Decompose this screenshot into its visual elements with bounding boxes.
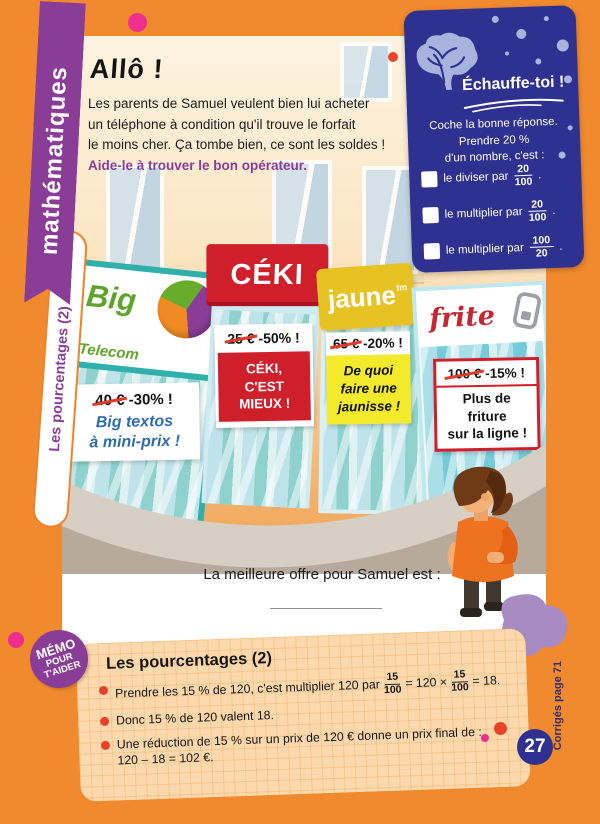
phone-icon (512, 292, 541, 330)
bullet-icon (99, 716, 110, 727)
brain-icon (416, 32, 478, 90)
bullet-icon (100, 740, 111, 750)
frite-sign: frite (415, 284, 545, 348)
lesson-label: Les pourcentages (2) (46, 305, 74, 453)
fraction: 20 100 (528, 198, 547, 225)
option-label: le multiplier par (444, 205, 523, 221)
storefronts: Big Telecom 40 € -30% ! Big textos à min… (62, 36, 546, 656)
memo-bullet: Une réduction de 15 % sur un prix de 120… (100, 722, 520, 770)
slogan: CÉKI, C'EST MIEUX ! (217, 351, 311, 422)
answers-reference: Corrigés page 71 (552, 661, 564, 751)
red-dot (494, 722, 507, 735)
page-number: 27 (517, 729, 553, 765)
answer-blank[interactable] (270, 608, 382, 609)
memo-panel: Les pourcentages (2) Prendre les 15 % de… (75, 628, 531, 802)
fraction: 15 100 (383, 670, 402, 696)
discount: -50% ! (258, 329, 300, 347)
facade-window (340, 42, 392, 102)
answer-checkbox[interactable] (421, 170, 438, 188)
fraction: 15 100 (450, 668, 469, 694)
option-end: . (559, 240, 563, 253)
old-price: 65 € (332, 336, 360, 352)
fraction: 100 20 (529, 234, 554, 260)
warmup-instructions: Coche la bonne réponse. Prendre 20 % d'u… (429, 115, 558, 166)
sale-sign: 65 € -20% ! De quoi faire une jaunisse ! (325, 331, 412, 425)
option-label: le multiplier par (445, 241, 525, 257)
subject-label: mathématiques (35, 65, 73, 257)
pink-dot (481, 734, 489, 742)
option-end: . (552, 204, 556, 217)
jaune-sign: jaune tm (315, 262, 417, 332)
old-price: 100 € (447, 365, 482, 382)
warmup-panel: Échauffe-toi ! Coche la bonne réponse. P… (403, 5, 585, 275)
sparkle-dot (543, 16, 549, 22)
warmup-option: le multiplier par 20 100 . (422, 197, 577, 227)
sparkle-dot (556, 39, 569, 52)
fraction: 20 100 (514, 162, 533, 189)
intro-line: Les parents de Samuel veulent bien lui a… (88, 96, 370, 111)
intro-instruction: Aide-le à trouver le bon opérateur. (88, 157, 308, 173)
sparkle-dot (563, 75, 573, 84)
pink-dot (128, 13, 147, 32)
old-price: 40 € (95, 391, 125, 410)
brand-name: Telecom (77, 340, 140, 364)
brand-name: Big (84, 277, 138, 318)
discount: -20% ! (362, 335, 403, 352)
shop-frite: frite 100 € -15% ! Plus de friture sur l… (411, 280, 546, 536)
discount: -30% ! (128, 390, 173, 409)
discount: -15% ! (485, 365, 526, 381)
brand-name: jaune (326, 279, 397, 314)
brand-name: CÉKI (230, 258, 305, 291)
old-price: 25 € (227, 330, 255, 347)
option-end: . (537, 168, 542, 182)
answer-checkbox[interactable] (423, 242, 441, 260)
question-text: La meilleure offre pour Samuel est : (203, 566, 441, 583)
sparkle-dot (491, 15, 499, 24)
big-telecom-sign: Big Telecom (73, 265, 223, 376)
warmup-title: Échauffe-toi ! (461, 73, 565, 95)
sale-sign: 25 € -50% ! CÉKI, C'EST MIEUX ! (214, 323, 315, 428)
warmup-option: le diviser par 20 100 . (421, 161, 576, 191)
underline-swoosh (463, 98, 564, 113)
sparkle-dot (535, 58, 542, 65)
sidewalk (62, 444, 546, 574)
ceki-sign: CÉKI (206, 244, 329, 307)
boy-character (447, 466, 518, 617)
answer-checkbox[interactable] (422, 206, 439, 224)
exercise-intro: Allô ! Les parents de Samuel veulent bie… (88, 54, 432, 176)
sparkle-dot (516, 28, 527, 40)
slogan: De quoi faire une jaunisse ! (326, 354, 412, 425)
red-dot (388, 52, 398, 62)
trademark: tm (395, 281, 408, 293)
bullet-icon (98, 685, 109, 696)
warmup-option: le multiplier par 100 20 . (423, 233, 578, 263)
pink-dot (8, 632, 24, 648)
intro-line: un téléphone à condition qu'il trouve le… (88, 116, 356, 132)
option-label: le diviser par (443, 170, 509, 185)
warmup-options: le diviser par 20 100 . le multiplier par… (421, 161, 579, 275)
brand-name: frite (428, 299, 496, 335)
sparkle-dot (504, 51, 510, 56)
intro-line: le moins cher. Ça tombe bien, ce sont le… (88, 137, 386, 153)
